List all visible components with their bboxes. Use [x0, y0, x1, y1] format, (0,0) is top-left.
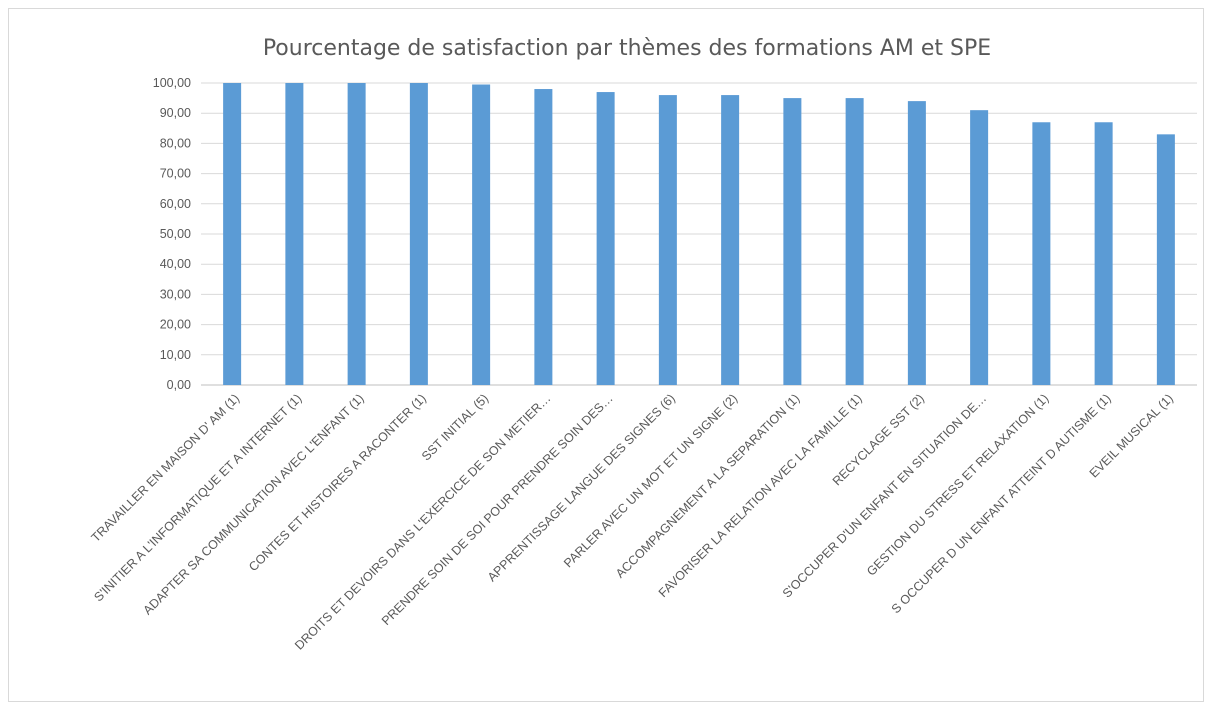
chart-frame: Pourcentage de satisfaction par thèmes d… — [8, 8, 1204, 702]
bar — [907, 101, 926, 386]
bar — [409, 83, 428, 385]
bar — [721, 95, 740, 385]
y-tick-label: 10,00 — [160, 348, 191, 362]
y-tick-label: 60,00 — [160, 197, 191, 211]
bar — [783, 98, 802, 385]
y-tick-label: 40,00 — [160, 257, 191, 271]
x-axis-ticks: TRAVAILLER EN MAISON D' AM (1)S'INITIER … — [89, 391, 1176, 652]
bar — [1094, 122, 1113, 385]
bar — [658, 95, 677, 385]
x-tick-label: ADAPTER SA COMMUNICATION AVEC L'ENFANT (… — [141, 391, 367, 617]
bar — [845, 98, 864, 385]
bar — [472, 84, 491, 385]
bar — [1032, 122, 1051, 385]
gridlines — [201, 82, 1197, 386]
bars — [223, 83, 1175, 386]
y-tick-label: 50,00 — [160, 227, 191, 241]
chart-title: Pourcentage de satisfaction par thèmes d… — [263, 36, 991, 61]
x-tick-label: PRENDRE SOIN DE SOI POUR PRENDRE SOIN DE… — [379, 391, 616, 628]
y-tick-label: 80,00 — [160, 136, 191, 150]
bar — [223, 83, 242, 385]
y-tick-label: 0,00 — [167, 378, 191, 392]
bar — [534, 89, 553, 385]
bar — [285, 83, 304, 385]
y-tick-label: 90,00 — [160, 106, 191, 120]
y-tick-label: 70,00 — [160, 167, 191, 181]
bar — [1156, 134, 1175, 385]
x-tick-label: S OCCUPER D UN ENFANT ATTEINT D AUTISME … — [889, 391, 1114, 616]
bar-chart: Pourcentage de satisfaction par thèmes d… — [89, 36, 1197, 653]
x-tick-label: SST INITIAL (5) — [419, 391, 491, 463]
x-tick-label: S'INITIER A L'INFORMATIQUE ET A INTERNET… — [91, 391, 304, 604]
y-tick-label: 30,00 — [160, 287, 191, 301]
y-axis-ticks: 0,00 10,00 20,00 30,00 40,00 50,00 60,00 70,00 8… — [153, 76, 191, 392]
bar — [596, 92, 615, 385]
bar — [970, 110, 989, 386]
bar — [347, 83, 366, 385]
y-tick-label: 100,00 — [153, 76, 191, 90]
y-tick-label: 20,00 — [160, 318, 191, 332]
